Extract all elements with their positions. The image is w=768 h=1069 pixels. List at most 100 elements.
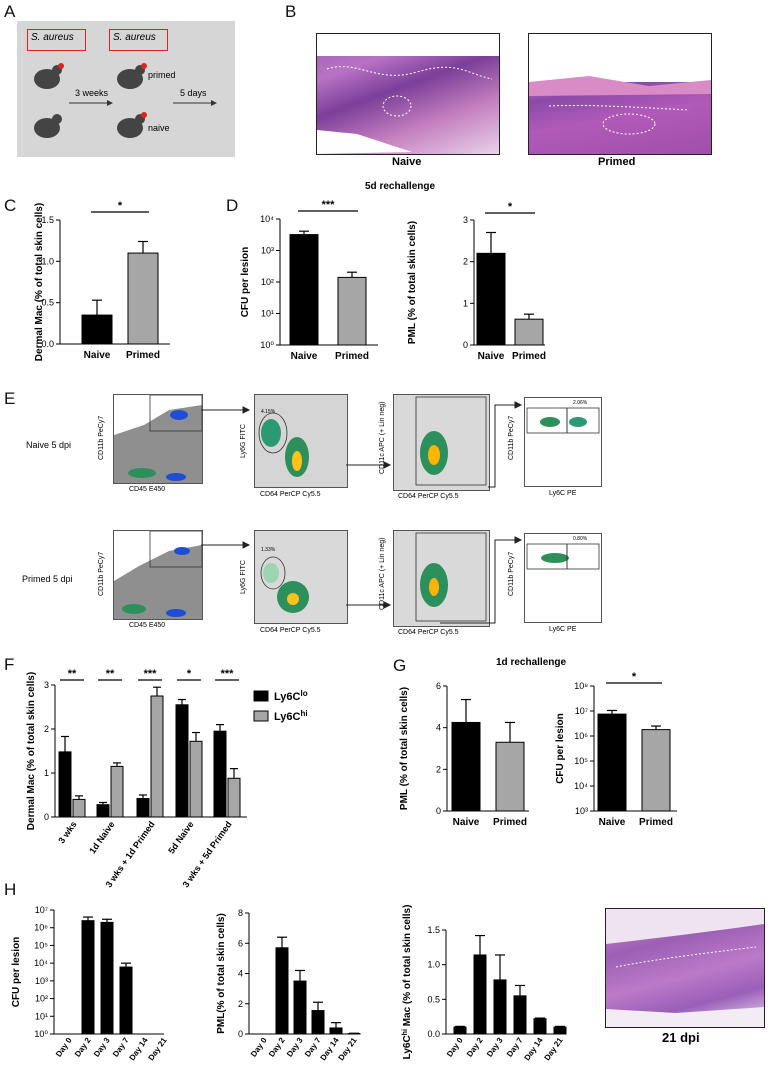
facs-plot-primed-cd11c xyxy=(393,530,490,627)
chart-h3-bar xyxy=(493,979,507,1035)
panel-label-f: F xyxy=(4,655,15,674)
chart-d2-xtick-label: Naive xyxy=(478,351,505,362)
chart-h1-xtick-label: Day 0 xyxy=(54,1036,74,1059)
chart-d2-ytick-label: 3 xyxy=(463,215,468,225)
chart-c-ytick-label: 1.0 xyxy=(41,256,54,266)
chart-d1-ytick-label: 10³ xyxy=(261,246,274,256)
mouse-icon xyxy=(34,114,62,138)
chart-d2-ylabel: PML (% of total skin cells) xyxy=(407,221,418,344)
chart-f-bar xyxy=(175,704,189,818)
chart-f-xtick-label: 5d Naive xyxy=(166,819,195,855)
chart-d1-ytick-label: 10² xyxy=(261,277,274,287)
chart-d2-xtick-label: Primed xyxy=(512,351,546,362)
histology-primed-image xyxy=(528,33,712,155)
primed-5dpi-label: Primed 5 dpi xyxy=(22,574,73,584)
chart-h1-xtick-label: Day 2 xyxy=(73,1036,93,1059)
panel-label-d: D xyxy=(226,196,239,215)
chart-d2-bar xyxy=(514,318,544,346)
axis-cd45-naive: CD45 E450 xyxy=(129,486,166,493)
chart-h2-ytick-label: 6 xyxy=(238,938,243,948)
chart-h1-xtick-label: Day 21 xyxy=(146,1036,168,1063)
mouse-icon xyxy=(117,112,147,138)
facs-plot-naive-cd45 xyxy=(113,394,203,484)
chart-f-sig-label: * xyxy=(187,668,192,680)
panel-label-e: E xyxy=(4,389,16,408)
chart-f-ylabel: Dermal Mac (% of total skin cells) xyxy=(26,672,37,830)
chart-h3-bar xyxy=(473,954,487,1035)
chart-h2-xtick-label: Day 3 xyxy=(285,1036,305,1059)
histology-naive-outlines xyxy=(317,34,499,154)
facs-plot-naive-cd45-graphic xyxy=(114,395,202,483)
chart-c-bar xyxy=(81,314,113,345)
chart-h2-bar xyxy=(275,947,289,1035)
chart-f-bar xyxy=(110,765,124,818)
chart-g2-sig-label: * xyxy=(632,671,637,683)
axis-cd64-naive-2: CD64 PerCP Cy5.5 xyxy=(398,493,459,500)
chart-f-legend-swatch xyxy=(253,690,269,702)
s-aureus-label-2: S. aureus xyxy=(113,32,156,43)
facs-plot-naive-ly6c xyxy=(524,397,602,487)
chart-h1-xtick-label: Day 3 xyxy=(92,1036,112,1059)
naive-5dpi-label: Naive 5 dpi xyxy=(26,440,72,450)
facs-plot-naive-ly6c-graphic xyxy=(526,407,600,434)
chart-d1-ytick-label: 10⁴ xyxy=(260,214,274,224)
chart-d1-xtick-label: Naive xyxy=(291,351,318,362)
chart-h3-bar xyxy=(453,1026,467,1035)
chart-g2-ylabel: CFU per lesion xyxy=(555,713,566,784)
chart-f-legend-swatch xyxy=(253,710,269,722)
chart-h3-xtick-label: Day 21 xyxy=(542,1036,564,1063)
chart-f-sig-label: ** xyxy=(68,668,77,680)
chart-h2-ytick-label: 2 xyxy=(238,999,243,1009)
chart-g2-ytick-label: 10⁶ xyxy=(574,731,588,741)
chart-d1-ylabel: CFU per lesion xyxy=(240,247,251,318)
chart-c-ytick-label: 0.5 xyxy=(41,298,54,308)
panel-a-schematic: S. aureus S. aureus primed naive 3 weeks… xyxy=(17,21,235,157)
chart-c-bar xyxy=(127,252,159,345)
chart-h2-xtick-label: Day 0 xyxy=(249,1036,269,1059)
chart-f-bar xyxy=(227,777,241,818)
chart-h3-xtick-label: Day 14 xyxy=(522,1036,544,1063)
chart-g2-ytick-label: 10⁴ xyxy=(574,781,588,791)
chart-d2-sig-label: * xyxy=(508,201,513,213)
histology-primed-outlines xyxy=(529,34,711,135)
chart-d2-ytick-label: 0 xyxy=(463,340,468,350)
chart-g2-xtick-label: Primed xyxy=(639,817,673,828)
chart-f-ytick-label: 3 xyxy=(44,680,49,690)
chart-h3-xtick-label: Day 0 xyxy=(445,1036,465,1059)
facs-plot-naive-cd11c xyxy=(393,394,490,491)
chart-h1-ytick-label: 10⁰ xyxy=(34,1029,48,1039)
chart-d2-bar xyxy=(476,252,506,346)
facs-plot-primed-ly6g-graphic xyxy=(255,531,347,623)
facs-plot-primed-ly6c-graphic xyxy=(526,543,600,570)
chart-h1-bar xyxy=(119,966,133,1035)
naive-label: naive xyxy=(148,123,170,133)
chart-h3-xtick-label: Day 3 xyxy=(485,1036,505,1059)
panel-label-b: B xyxy=(285,2,297,21)
chart-g2-ytick-label: 10⁵ xyxy=(574,756,588,766)
chart-h2-ytick-label: 0 xyxy=(238,1029,243,1039)
chart-h1-bar xyxy=(100,921,114,1035)
facs-plot-primed-cd45 xyxy=(113,530,203,620)
chart-h2-xtick-label: Day 21 xyxy=(336,1036,358,1063)
chart-h3-bar xyxy=(553,1026,567,1035)
chart-g1-ytick-label: 4 xyxy=(436,723,441,733)
naive-histology-label: Naive xyxy=(392,156,422,168)
axis-cd45-primed: CD45 E450 xyxy=(129,622,166,629)
chart-g1-ytick-label: 0 xyxy=(436,806,441,816)
chart-g2-ytick-label: 10⁸ xyxy=(574,681,588,691)
gate-naive-ly6g-pct: 4.15% xyxy=(261,409,276,415)
chart-c-sig-label: * xyxy=(118,200,123,212)
histology-21dpi-image xyxy=(605,908,765,1028)
axis-cd64-naive: CD64 PerCP Cy5.5 xyxy=(260,491,321,498)
chart-g1-bar xyxy=(451,721,481,812)
chart-g2-xtick-label: Naive xyxy=(599,817,626,828)
header-1d-rechallenge: 1d rechallenge xyxy=(496,657,567,668)
chart-f-bar xyxy=(189,740,203,818)
chart-d1-sig-label: *** xyxy=(322,199,336,211)
facs-plot-naive-ly6g xyxy=(254,394,348,488)
facs-plot-naive-ly6g-graphic xyxy=(255,395,347,487)
chart-f-xtick-label: 1d Naive xyxy=(87,819,116,855)
chart-c-xtick-label: Naive xyxy=(84,350,111,361)
histology-21dpi-label: 21 dpi xyxy=(662,1030,700,1045)
